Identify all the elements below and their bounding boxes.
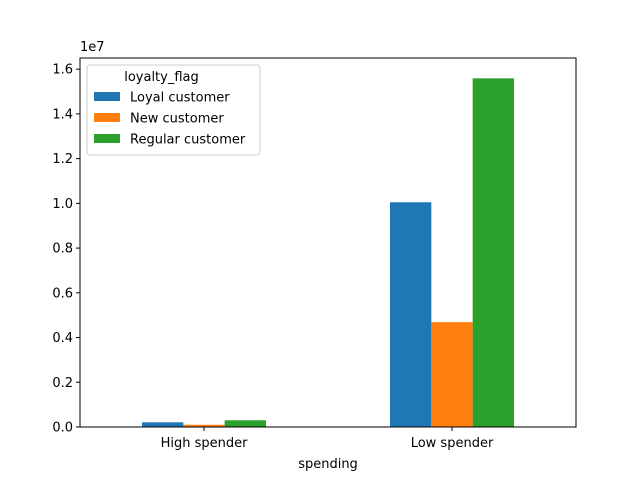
- y-tick-label: 1.2: [52, 152, 73, 167]
- y-tick-label: 0.0: [52, 421, 73, 436]
- x-axis: High spender Low spender: [161, 427, 494, 451]
- legend-box: [86, 64, 261, 156]
- y-tick-label: 1.0: [52, 197, 73, 212]
- x-tick-label: High spender: [161, 436, 249, 451]
- legend: loyalty_flag Loyal customer New customer R…: [86, 64, 261, 156]
- legend-swatch: [94, 92, 120, 101]
- bar-loyal-customer-low-spender: [390, 202, 432, 427]
- y-tick-label: 0.8: [52, 242, 73, 257]
- legend-label: New customer: [130, 112, 224, 127]
- legend-title: loyalty_flag: [124, 70, 199, 85]
- x-tick-label: Low spender: [411, 436, 494, 451]
- bar-new-customer-low-spender: [431, 322, 473, 427]
- y-axis-offset-label: 1e7: [80, 40, 105, 55]
- legend-label: Loyal customer: [130, 91, 230, 106]
- legend-swatch: [94, 113, 120, 122]
- legend-label: Regular customer: [130, 133, 246, 148]
- y-axis: 0.0 0.2 0.4 0.6 0.8 1.0 1.2 1.4 1.6: [52, 63, 80, 436]
- y-tick-label: 0.2: [52, 376, 73, 391]
- bar-regular-customer-low-spender: [472, 78, 514, 428]
- bar-regular-customer-high-spender: [224, 420, 266, 427]
- y-tick-label: 1.4: [52, 107, 73, 122]
- y-tick-label: 0.6: [52, 286, 73, 301]
- y-tick-label: 1.6: [52, 63, 73, 78]
- x-axis-label: spending: [298, 457, 358, 472]
- plot-frame: [79, 57, 577, 428]
- bar-new-customer-high-spender: [183, 424, 225, 427]
- bars-group: [142, 78, 514, 428]
- legend-swatch: [94, 134, 120, 143]
- y-tick-label: 0.4: [52, 331, 73, 346]
- bar-loyal-customer-high-spender: [142, 422, 184, 427]
